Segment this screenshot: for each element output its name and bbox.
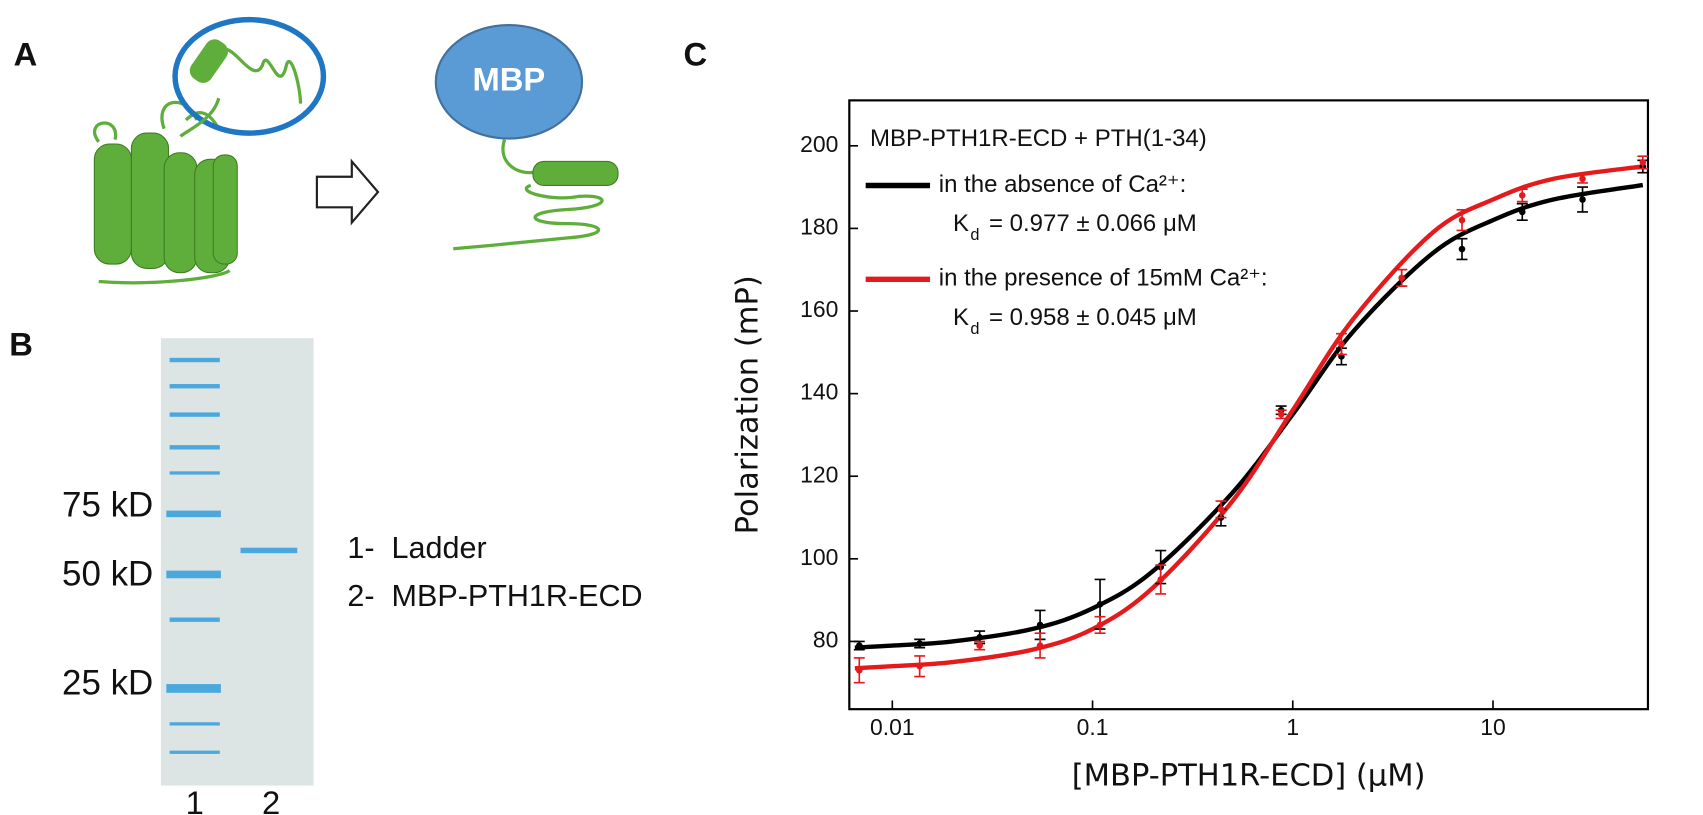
legend-kd-symbol: K bbox=[953, 210, 969, 237]
legend-kd-text: = 0.977 ± 0.066 μM bbox=[989, 210, 1197, 237]
x-axis-label: [MBP-PTH1R-ECD] (μM) bbox=[1072, 758, 1426, 793]
y-tick-label: 200 bbox=[800, 131, 838, 157]
data-point bbox=[1096, 600, 1104, 608]
x-tick-label: 1 bbox=[1286, 714, 1299, 740]
panel-label: B bbox=[9, 326, 33, 363]
chart: 80 100 120 140 160 180 200 0.01 0.1 1 10 [MBP-PTH1R… bbox=[730, 99, 1650, 793]
data-point bbox=[1096, 621, 1104, 629]
panel-label: C bbox=[683, 35, 707, 72]
panel-label: A bbox=[14, 35, 38, 72]
lane-label: 1 bbox=[186, 784, 204, 815]
data-point bbox=[1157, 576, 1164, 583]
legend-kd-text: = 0.958 ± 0.045 μM bbox=[989, 304, 1197, 331]
data-point bbox=[1217, 505, 1225, 513]
gel bbox=[160, 338, 314, 786]
data-point bbox=[916, 662, 923, 670]
data-point bbox=[1036, 642, 1044, 649]
x-tick-label: 0.1 bbox=[1077, 714, 1109, 740]
gel-marker: 25 kD bbox=[62, 663, 153, 702]
data-point bbox=[1579, 175, 1586, 183]
data-point bbox=[976, 634, 983, 641]
data-point bbox=[1398, 274, 1405, 282]
legend-label: in the absence of Ca²⁺: bbox=[939, 171, 1186, 198]
gel-marker: 50 kD bbox=[62, 554, 153, 593]
y-axis-label: Polarization (mP) bbox=[730, 275, 765, 534]
x-tick-label: 0.01 bbox=[870, 714, 915, 740]
legend-label: in the presence of 15mM Ca²⁺: bbox=[939, 265, 1268, 292]
data-point bbox=[1518, 192, 1526, 199]
y-tick-label: 160 bbox=[800, 296, 838, 322]
gel-legend: 1- Ladder bbox=[347, 531, 486, 565]
fit-curve bbox=[854, 182, 1644, 650]
data-point bbox=[1639, 159, 1647, 166]
plot-frame bbox=[848, 99, 1650, 711]
fit-curve bbox=[854, 164, 1644, 671]
legend-title: MBP-PTH1R-ECD + PTH(1-34) bbox=[870, 125, 1207, 152]
data-point bbox=[1338, 340, 1345, 348]
legend-kd-sub: d bbox=[970, 226, 979, 244]
y-tick-label: 120 bbox=[800, 461, 838, 487]
data-point bbox=[856, 642, 863, 649]
receptor-diagram bbox=[93, 16, 619, 285]
mbp-label: MBP bbox=[473, 60, 546, 97]
x-tick-label: 10 bbox=[1480, 714, 1505, 740]
data-point bbox=[1518, 208, 1526, 216]
gel-marker: 75 kD bbox=[62, 486, 153, 525]
lane-label: 2 bbox=[262, 784, 280, 815]
y-tick-label: 100 bbox=[800, 544, 838, 570]
data-point bbox=[916, 640, 923, 647]
data-point bbox=[856, 667, 863, 674]
data-point bbox=[1458, 216, 1466, 224]
data-point bbox=[976, 642, 983, 649]
data-point bbox=[1277, 410, 1285, 418]
y-tick-label: 80 bbox=[813, 626, 838, 652]
legend-kd-sub: d bbox=[970, 320, 979, 338]
y-tick-label: 140 bbox=[800, 379, 838, 405]
y-tick-label: 180 bbox=[800, 213, 838, 239]
legend-kd-symbol: K bbox=[953, 304, 969, 331]
data-point bbox=[1036, 621, 1044, 629]
data-point bbox=[1458, 245, 1466, 253]
gel-legend: 2- MBP-PTH1R-ECD bbox=[347, 579, 642, 613]
data-point bbox=[1579, 196, 1586, 203]
